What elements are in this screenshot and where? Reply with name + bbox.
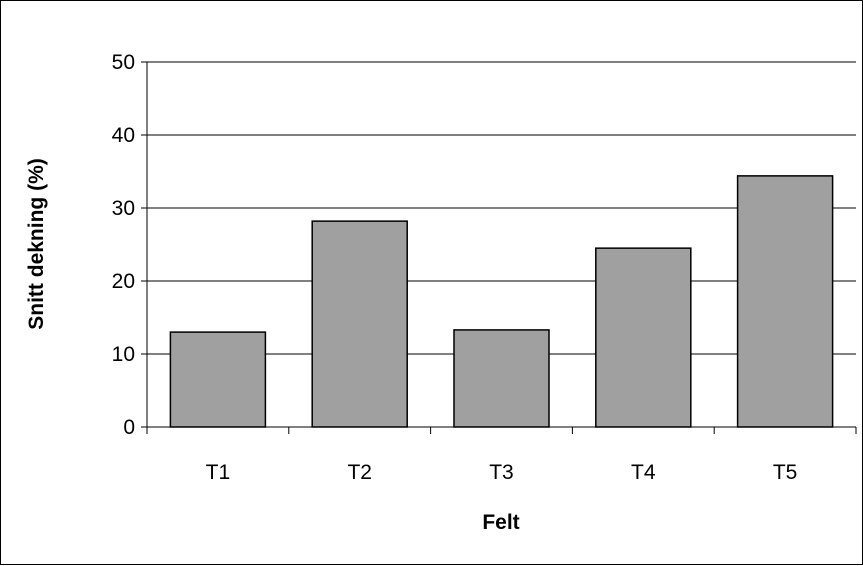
x-tick-label: T1 bbox=[206, 461, 231, 484]
y-tick-labels: 0 10 20 30 40 50 bbox=[112, 51, 135, 439]
x-tick-label: T2 bbox=[347, 461, 372, 484]
x-axis-title: Felt bbox=[482, 511, 519, 534]
x-tick-label: T5 bbox=[773, 461, 798, 484]
x-tick-labels: T1 T2 T3 T4 T5 bbox=[206, 461, 798, 484]
y-axis-title: Snitt dekning (%) bbox=[25, 158, 48, 330]
bar-t4 bbox=[595, 247, 692, 428]
y-tick-label: 50 bbox=[112, 51, 135, 74]
y-tick-label: 10 bbox=[112, 343, 135, 366]
y-tick-label: 40 bbox=[112, 124, 135, 147]
bar-t1 bbox=[169, 331, 267, 428]
bars bbox=[169, 175, 834, 428]
x-tick-label: T4 bbox=[631, 461, 656, 484]
bar-t3 bbox=[453, 329, 550, 428]
axes bbox=[141, 61, 857, 434]
bar-t2 bbox=[311, 220, 408, 428]
y-tick-label: 30 bbox=[112, 197, 135, 220]
y-tick-label: 0 bbox=[123, 416, 135, 439]
y-tick-label: 20 bbox=[112, 270, 135, 293]
bar-t5 bbox=[736, 175, 834, 428]
x-tick-label: T3 bbox=[489, 461, 514, 484]
